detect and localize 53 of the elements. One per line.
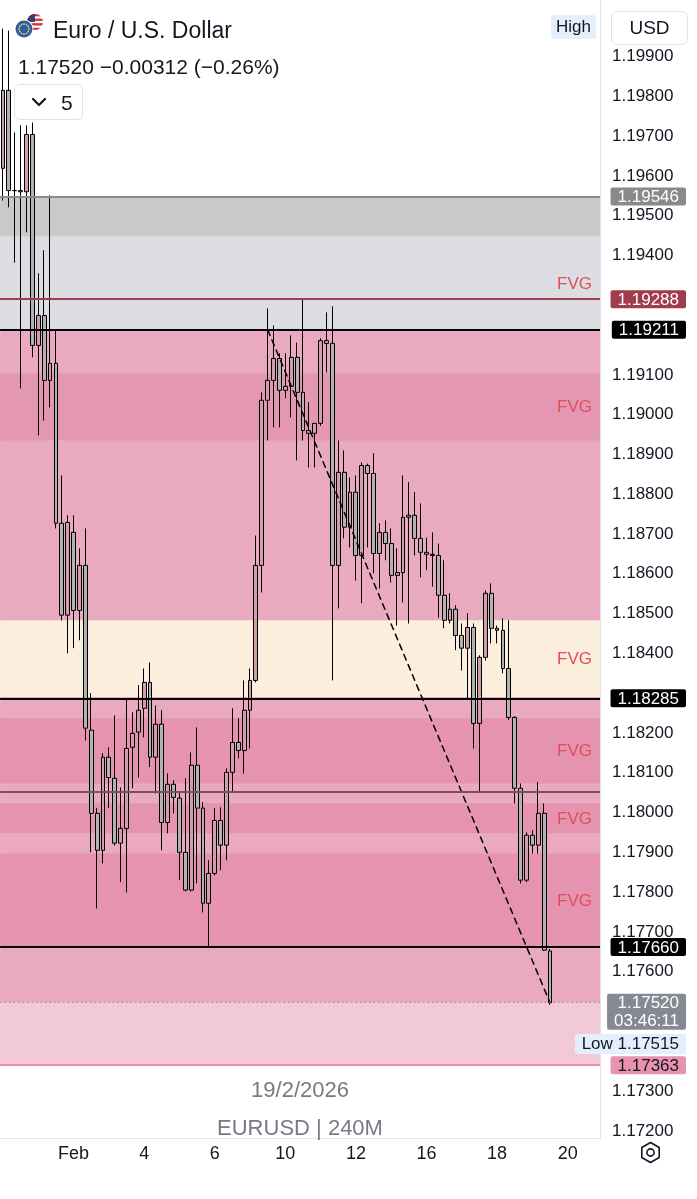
y-tick-label: 1.18700 xyxy=(612,523,674,543)
y-tick-label: 1.19000 xyxy=(612,404,674,424)
currency-button: USD xyxy=(611,11,688,45)
annotation: Low 1.17515 xyxy=(574,1034,686,1054)
y-tick-label: 1.19100 xyxy=(612,364,674,384)
candlestick xyxy=(130,711,135,789)
y-tick-label: 1.19400 xyxy=(612,245,674,265)
y-tick-label: 1.17800 xyxy=(612,881,674,901)
x-tick-label: Feb xyxy=(58,1143,90,1163)
x-tick-label: 16 xyxy=(416,1143,437,1163)
y-tick-label: 1.18100 xyxy=(612,762,674,782)
band-label: FVG xyxy=(557,808,592,828)
y-tick-label: 1.17900 xyxy=(612,842,674,862)
y-tick-label: 1.18200 xyxy=(612,722,674,742)
annotation: 19/2/2026 xyxy=(251,1077,349,1103)
y-tick-label: 1.17600 xyxy=(612,961,674,981)
y-tick-label: 1.19900 xyxy=(612,46,674,66)
x-tick-label: 12 xyxy=(345,1143,366,1163)
y-tick-label: 1.19700 xyxy=(612,125,674,145)
ref-line-label: 1.19288 xyxy=(617,289,679,309)
ref-line-label: 1.18285 xyxy=(617,688,679,708)
band-label: FVG xyxy=(557,649,592,669)
annotation: High xyxy=(551,15,596,39)
x-tick-label: 4 xyxy=(139,1143,150,1163)
y-axis-title: USD xyxy=(628,17,671,39)
x-tick-label: 20 xyxy=(557,1143,578,1163)
ref-line-label: 1.17363 xyxy=(617,1055,679,1075)
y-tick-label: 1.18900 xyxy=(612,444,674,464)
text: Euro / U.S. Dollar xyxy=(53,16,233,43)
y-tick-label: 1.18000 xyxy=(612,802,674,822)
x-tick-label: 18 xyxy=(487,1143,508,1163)
band-label: FVG xyxy=(557,890,592,910)
band-label: FVG xyxy=(557,273,592,293)
dropdown-button: 5 xyxy=(14,84,83,120)
ref-line-label: 1.17520 03:46:11 xyxy=(614,993,679,1031)
band-label: FVG xyxy=(557,741,592,761)
y-tick-label: 1.19500 xyxy=(612,205,674,225)
ref-line-label: 1.19546 xyxy=(617,187,679,207)
y-tick-label: 1.18500 xyxy=(612,603,674,623)
annotation: 5 xyxy=(61,91,73,116)
band-label: FVG xyxy=(557,397,592,417)
x-tick-label: 6 xyxy=(209,1143,220,1163)
ref-line-label: 1.19211 xyxy=(618,320,679,340)
y-tick-label: 1.19600 xyxy=(612,165,674,185)
y-tick-label: 1.19800 xyxy=(612,86,674,105)
y-tick-label: 1.18600 xyxy=(612,563,674,583)
annotation: EURUSD | 240M xyxy=(217,1115,383,1141)
y-tick-label: 1.17300 xyxy=(612,1080,674,1100)
x-tick-label: 10 xyxy=(275,1143,296,1163)
y-tick-label: 1.18400 xyxy=(612,643,674,663)
text: 1.17520 −0.00312 (−0.26%) xyxy=(18,55,280,78)
y-tick-label: 1.17200 xyxy=(612,1120,674,1140)
y-tick-label: 1.18800 xyxy=(612,483,674,503)
